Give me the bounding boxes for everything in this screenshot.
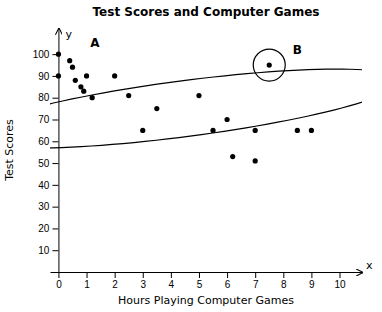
- y-axis-line: [58, 29, 59, 273]
- y-tick-label: 80: [38, 92, 50, 103]
- y-axis-title: Test Scores: [3, 119, 16, 182]
- point: [309, 128, 314, 133]
- point: [112, 73, 117, 78]
- y-tick-label: 50: [38, 158, 50, 169]
- x-tick: 4: [169, 272, 175, 290]
- x-tick-mark: [227, 272, 228, 278]
- y-tick-mark: [52, 185, 58, 186]
- x-tick-label: 6: [225, 279, 231, 290]
- y-arrow-label: y: [65, 28, 72, 41]
- y-tick-mark: [52, 98, 58, 99]
- x-tick-label: 3: [140, 279, 146, 290]
- y-tick: 40: [38, 180, 58, 191]
- y-tick: 70: [38, 114, 58, 125]
- x-tick: 10: [334, 272, 346, 290]
- y-tick: 90: [38, 71, 58, 82]
- y-tick: 100: [33, 49, 59, 60]
- x-tick-label: 10: [334, 279, 346, 290]
- x-tick-mark: [87, 272, 88, 278]
- x-tick: 3: [140, 272, 146, 290]
- x-tick-label: 5: [197, 279, 203, 290]
- point: [253, 128, 258, 133]
- y-tick: 10: [38, 245, 58, 256]
- x-axis-title: Hours Playing Computer Games: [118, 294, 294, 307]
- x-tick-label: 2: [112, 279, 118, 290]
- marks: [50, 49, 362, 163]
- x-tick-mark: [58, 272, 59, 278]
- y-axis: 10 20 30 40 50 60 70 80 90 100: [33, 29, 59, 273]
- y-tick-label: 30: [38, 201, 50, 212]
- annotation: A: [90, 36, 100, 50]
- x-tick: 5: [197, 272, 203, 290]
- x-tick: 7: [253, 272, 259, 290]
- y-tick-label: 90: [38, 71, 50, 82]
- x-tick: 6: [225, 272, 231, 290]
- x-tick-mark: [255, 272, 256, 278]
- point: [210, 128, 215, 133]
- y-tick-label: 70: [38, 114, 50, 125]
- y-tick: 80: [38, 92, 58, 103]
- x-tick-label: 1: [84, 279, 90, 290]
- x-tick-mark: [143, 272, 144, 278]
- cluster-ellipse: [50, 69, 362, 148]
- y-tick-mark: [52, 228, 58, 229]
- x-tick: 0: [56, 272, 62, 290]
- point: [56, 52, 61, 57]
- point: [81, 89, 86, 94]
- point: [67, 58, 72, 63]
- y-tick-label: 100: [33, 49, 50, 60]
- x-tick-label: 4: [169, 279, 175, 290]
- plot: 0 1 2 3 4 5 6 7 8 9 10 10 20 30 40 50 60 70 80 90 100 A Bx y: [0, 28, 382, 290]
- y-tick: 50: [38, 158, 58, 169]
- y-tick-label: 60: [38, 136, 50, 147]
- y-tick-mark: [52, 120, 58, 121]
- y-tick-mark: [52, 207, 58, 208]
- point: [90, 95, 95, 100]
- y-tick-label: 10: [38, 245, 50, 256]
- point: [140, 128, 145, 133]
- x-tick-label: 7: [253, 279, 259, 290]
- point: [84, 73, 89, 78]
- x-tick: 2: [112, 272, 118, 290]
- point: [56, 73, 61, 78]
- x-axis-line: [51, 272, 363, 273]
- outlier-circle: [253, 49, 285, 81]
- title: Test Scores and Computer Games: [93, 5, 320, 19]
- point: [253, 158, 258, 163]
- y-tick-mark: [52, 250, 58, 251]
- point: [73, 78, 78, 83]
- annotation: B: [293, 43, 302, 57]
- chart: 0 1 2 3 4 5 6 7 8 9 10 10 20 30 40 50 60 70 80 90 100 A Bx y Tes…: [0, 0, 382, 312]
- y-tick: 30: [38, 201, 58, 212]
- y-tick-mark: [52, 163, 58, 164]
- y-tick: 20: [38, 223, 58, 234]
- x-tick-label: 0: [56, 279, 62, 290]
- x-tick-mark: [171, 272, 172, 278]
- x-tick-mark: [115, 272, 116, 278]
- point: [154, 106, 159, 111]
- y-tick-label: 20: [38, 223, 50, 234]
- x-tick-mark: [340, 272, 341, 278]
- x-tick-mark: [311, 272, 312, 278]
- point: [295, 128, 300, 133]
- point: [70, 65, 75, 70]
- y-tick-label: 40: [38, 180, 50, 191]
- point: [267, 62, 272, 67]
- point: [196, 93, 201, 98]
- x-tick-mark: [283, 272, 284, 278]
- x-tick: 8: [281, 272, 287, 290]
- x-tick-label: 8: [281, 279, 287, 290]
- x-tick-label: 9: [309, 279, 315, 290]
- y-tick-mark: [52, 141, 58, 142]
- x-axis: 0 1 2 3 4 5 6 7 8 9 10: [51, 272, 363, 290]
- point: [230, 154, 235, 159]
- point: [224, 117, 229, 122]
- x-tick: 1: [84, 272, 90, 290]
- x-tick: 9: [309, 272, 315, 290]
- x-arrow-label: x: [366, 259, 373, 272]
- y-tick: 60: [38, 136, 58, 147]
- x-tick-mark: [199, 272, 200, 278]
- point: [78, 84, 83, 89]
- point: [126, 93, 131, 98]
